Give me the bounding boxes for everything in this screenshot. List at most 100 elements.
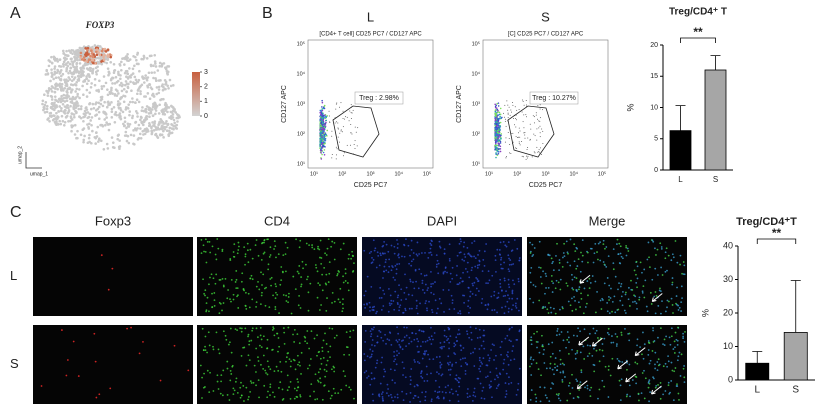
umap-cell [56,87,59,91]
cell-signal [285,270,287,273]
cell-signal [488,384,491,386]
flow-frame [307,39,434,169]
cell-signal [580,297,583,300]
cell-signal [390,393,392,396]
umap-cell [56,68,59,72]
flow-event [495,113,497,116]
cell-signal [266,360,269,363]
cell-signal [459,312,462,315]
cell-signal [380,361,383,364]
bar [783,332,808,381]
cell-signal [625,291,627,294]
cell-signal [592,261,595,264]
error-bar [790,280,801,333]
flow-event [527,137,529,139]
cell-signal [376,251,379,254]
cell-signal [287,301,289,304]
umap-cell [60,107,63,110]
colorbar-label: 0 [204,113,208,120]
umap-cell [134,55,137,59]
umap-cell [66,64,70,68]
cell-signal [245,364,248,367]
umap-cell [78,115,81,118]
umap-cell [104,123,107,127]
umap-cell [160,110,164,114]
cell-signal [510,340,512,343]
flow-event [505,156,507,158]
cell-signal [396,302,399,304]
cell-signal [610,287,612,290]
cell-signal [363,303,366,306]
cell-signal [444,270,446,273]
umap-cell [67,49,71,52]
cell-signal [576,290,578,293]
cell-signal [462,357,464,360]
cell-signal [552,269,555,272]
cell-signal [664,257,667,260]
umap-cell [95,72,98,76]
cell-signal [566,338,569,341]
flow-event [510,111,512,113]
cell-signal [430,398,433,401]
cell-signal [369,383,372,386]
cell-signal [445,335,448,338]
flow-event [323,132,326,134]
cell-signal [660,246,663,248]
cell-signal [612,268,615,271]
flow-event [533,151,535,153]
umap-cell [172,118,176,122]
cell-signal [589,282,592,284]
cell-signal [243,346,246,349]
umap-cell [147,106,151,109]
umap-cell [137,62,140,66]
cell-signal [656,369,659,372]
flow-event [335,108,337,110]
cell-signal [407,244,410,247]
umap-cell [118,145,122,148]
cell-signal [401,390,404,393]
cell-signal [232,251,235,253]
umap-cell-high [106,53,110,56]
umap-cell [138,69,141,73]
cell-signal [507,241,510,244]
flow-event [524,134,526,136]
cell-signal [434,281,436,283]
flow-y-tick: 10³ [472,101,480,107]
cell-signal [456,254,459,257]
flow-event [504,118,506,120]
cell-signal [474,257,477,260]
cell-signal [398,309,400,312]
cell-signal [392,399,395,402]
cell-signal [607,255,610,258]
flow-event [321,142,324,145]
umap-cell [95,113,99,116]
umap-cell [82,67,86,70]
cell-signal [493,294,496,297]
cell-signal [459,344,462,347]
umap-cell [99,123,102,127]
umap-cell [73,102,76,105]
cell-signal [331,368,333,371]
flow-event [510,109,512,111]
cell-signal [376,362,378,365]
umap-cell [151,121,154,124]
cell-signal [202,278,204,281]
umap-cell [61,102,65,106]
umap-cell [123,56,127,60]
cell-signal [216,380,219,383]
umap-cell [63,105,67,108]
cell-signal [344,268,347,270]
cell-signal [575,308,577,311]
cell-signal [287,296,290,298]
cell-signal [486,308,489,311]
cell-signal [680,301,683,304]
cell-signal [588,332,591,335]
umap-cell [160,127,164,131]
significance: ** [772,226,782,240]
umap-cell [158,64,162,68]
cell-signal [666,365,669,368]
cell-signal [222,330,225,333]
cell-signal [620,334,623,336]
cell-signal [495,354,497,357]
cell-signal [394,290,397,293]
